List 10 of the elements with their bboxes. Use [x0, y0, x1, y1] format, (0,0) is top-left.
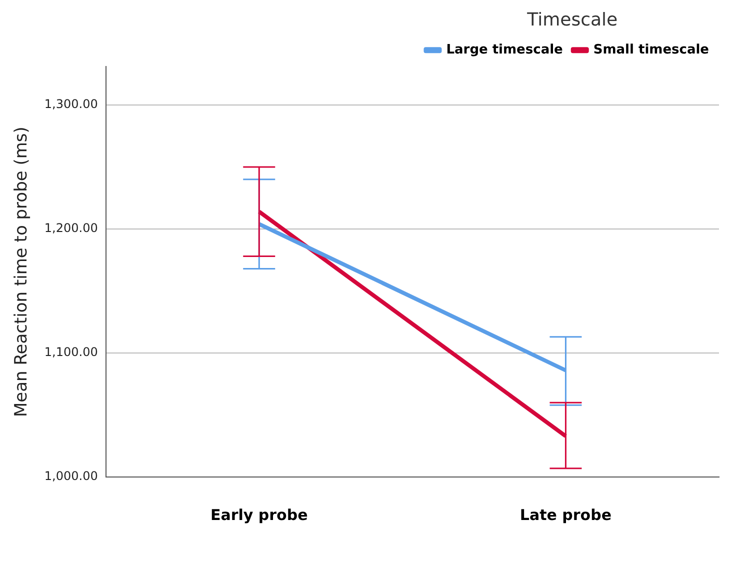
x-tick-label: Late probe — [520, 506, 612, 524]
legend-label: Large timescale — [446, 42, 564, 58]
x-tick-label: Early probe — [210, 506, 308, 524]
legend-title: Timescale — [526, 10, 618, 31]
y-tick-label: 1,000.00 — [44, 469, 98, 484]
legend-label: Small timescale — [593, 42, 710, 58]
y-tick-label: 1,300.00 — [44, 97, 98, 112]
y-tick-label: 1,100.00 — [44, 345, 98, 360]
y-axis-title: Mean Reaction time to probe (ms) — [12, 126, 32, 417]
y-tick-label: 1,200.00 — [44, 221, 98, 236]
